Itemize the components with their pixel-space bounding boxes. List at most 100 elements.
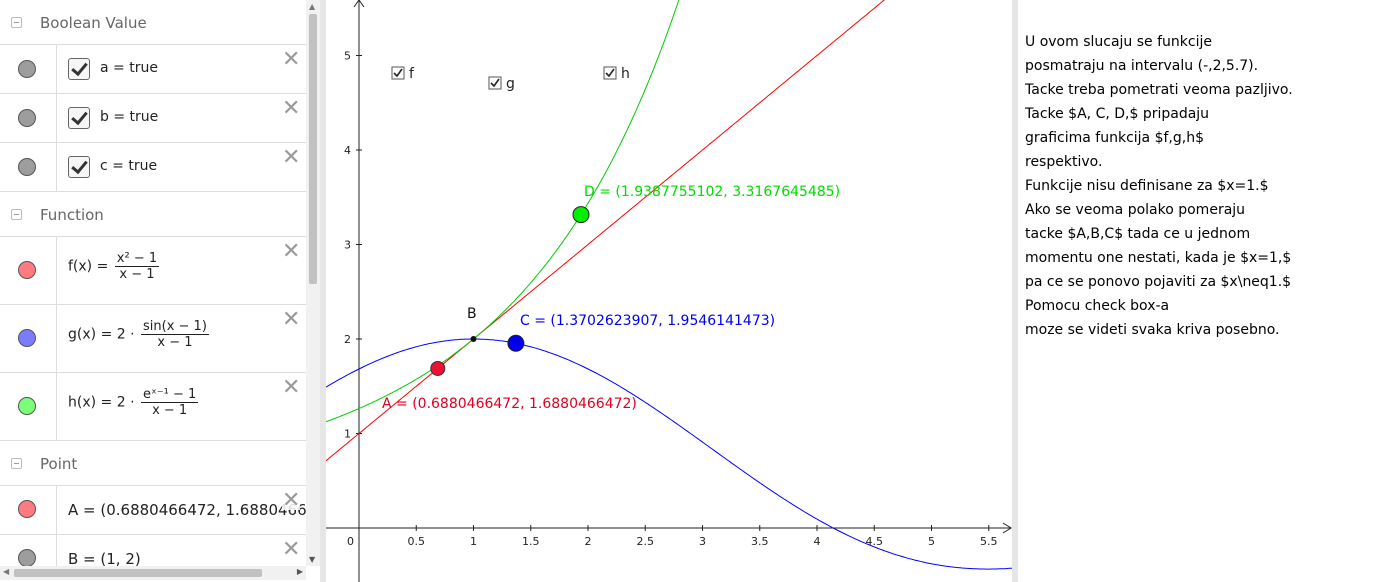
view-splitter[interactable]: [1012, 0, 1018, 582]
group-point[interactable]: Point: [0, 441, 306, 486]
text-line: graficima funkcija $f,g,h$: [1025, 130, 1204, 146]
group-boolean[interactable]: Boolean Value: [0, 0, 306, 45]
scroll-thumb[interactable]: [14, 569, 262, 577]
text-line: respektivo.: [1025, 154, 1103, 170]
point-C[interactable]: [507, 334, 525, 352]
point-A[interactable]: [430, 360, 446, 376]
x-tick-label: 5: [928, 535, 935, 548]
text-line: Ako se veoma polako pomeraju: [1025, 202, 1246, 218]
checkbox-b[interactable]: [68, 107, 90, 129]
delete-icon[interactable]: ✕: [282, 47, 301, 72]
curve-g[interactable]: [326, 338, 1012, 570]
points: [430, 206, 590, 376]
text-line: Pomocu check box-a: [1025, 298, 1170, 314]
point-B: B = (1, 2): [68, 550, 141, 566]
collapse-icon[interactable]: [11, 458, 22, 469]
delete-icon[interactable]: ✕: [282, 307, 301, 332]
x-tick-label: 2.5: [637, 535, 655, 548]
point-B[interactable]: [470, 336, 477, 342]
point-D[interactable]: [572, 206, 590, 224]
algebra-item-b[interactable]: b = true ✕: [0, 94, 306, 143]
x-tick-label: 0: [347, 535, 354, 548]
x-tick-label: 1: [470, 535, 477, 548]
algebra-item-A[interactable]: A = (0.6880466472, 1.6880466472) ✕: [0, 486, 306, 535]
delete-icon[interactable]: ✕: [282, 239, 301, 264]
graphics-view[interactable]: 0 0.5 1 1.5 2 2.5 3 3.5 4 4.5 5 5.5 1 2 3 4 5 A = (0.688…: [326, 0, 1012, 582]
text-line: pa ce se ponovo pojaviti za $x\neq1.$: [1025, 274, 1292, 290]
scroll-left-icon[interactable]: ◀: [3, 567, 10, 576]
boolean-label: c = true: [100, 158, 158, 174]
y-tick-label: 5: [344, 50, 351, 63]
checkbox-g[interactable]: g: [488, 76, 515, 92]
function-g: g(x) = 2 · sin(x − 1) x − 1: [68, 319, 209, 350]
boolean-label: a = true: [100, 60, 158, 76]
scroll-thumb[interactable]: [309, 14, 317, 284]
scroll-down-icon[interactable]: ▼: [309, 555, 316, 564]
visibility-toggle[interactable]: [18, 329, 36, 347]
checkbox-h[interactable]: h: [603, 66, 630, 82]
text-line: momentu one nestati, kada je $x=1,$: [1025, 250, 1292, 266]
delete-icon[interactable]: ✕: [282, 145, 301, 170]
y-axis-arrow: [353, 0, 365, 8]
delete-icon[interactable]: ✕: [282, 96, 301, 121]
checkbox-a[interactable]: [68, 58, 90, 80]
text-panel: U ovom slucaju se funkcije posmatraju na …: [1018, 0, 1382, 582]
algebra-item-a[interactable]: a = true ✕: [0, 45, 306, 94]
text-line: U ovom slucaju se funkcije: [1025, 34, 1212, 50]
delete-icon[interactable]: ✕: [282, 488, 301, 513]
visibility-toggle[interactable]: [18, 397, 36, 415]
text-line: tacke $A,B,C$ tada ce u jednom: [1025, 226, 1251, 242]
svg-text:h: h: [621, 66, 630, 82]
visibility-toggle[interactable]: [18, 158, 36, 176]
x-tick-label: 4.5: [866, 535, 884, 548]
text-line: Funkcije nisu definisane za $x=1.$: [1025, 178, 1269, 194]
collapse-icon[interactable]: [11, 17, 22, 28]
group-title: Boolean Value: [40, 14, 147, 32]
x-tick-label: 0.5: [408, 535, 426, 548]
delete-icon[interactable]: ✕: [282, 375, 301, 400]
algebra-item-B[interactable]: B = (1, 2) ✕: [0, 535, 306, 566]
algebra-item-c[interactable]: c = true ✕: [0, 143, 306, 192]
curve-f[interactable]: [326, 0, 944, 462]
visibility-toggle[interactable]: [18, 549, 36, 566]
axes: 0 0.5 1 1.5 2 2.5 3 3.5 4 4.5 5 5.5 1 2 3 4 5: [326, 0, 1012, 582]
scroll-right-icon[interactable]: ▶: [296, 567, 303, 576]
checkbox-f[interactable]: f: [391, 66, 415, 82]
label-A: A = (0.6880466472, 1.6880466472): [382, 396, 637, 412]
label-D: D = (1.9387755102, 3.3167645485): [584, 184, 840, 200]
graph-canvas[interactable]: 0 0.5 1 1.5 2 2.5 3 3.5 4 4.5 5 5.5 1 2 3 4 5 A = (0.688…: [326, 0, 1012, 582]
text-line: Tacke treba pometrati veoma pazljivo.: [1025, 82, 1293, 98]
y-tick-label: 4: [344, 144, 351, 157]
curve-h[interactable]: [326, 0, 694, 423]
label-C: C = (1.3702623907, 1.9546141473): [520, 313, 775, 329]
curves: [326, 0, 1012, 570]
visibility-toggle[interactable]: [18, 109, 36, 127]
checkbox-c[interactable]: [68, 156, 90, 178]
collapse-icon[interactable]: [11, 209, 22, 220]
label-B: B: [467, 306, 477, 322]
x-tick-label: 1.5: [522, 535, 540, 548]
group-title: Function: [40, 206, 104, 224]
svg-text:g: g: [506, 76, 515, 92]
visibility-toggle[interactable]: [18, 500, 36, 518]
delete-icon[interactable]: ✕: [282, 537, 301, 562]
visibility-toggle[interactable]: [18, 261, 36, 279]
algebra-item-g[interactable]: g(x) = 2 · sin(x − 1) x − 1 ✕: [0, 305, 306, 373]
visibility-toggle[interactable]: [18, 60, 36, 78]
algebra-vertical-scrollbar[interactable]: ▲ ▼: [306, 0, 320, 566]
view-splitter[interactable]: [320, 0, 326, 582]
boolean-label: b = true: [100, 109, 159, 125]
group-function[interactable]: Function: [0, 192, 306, 237]
x-tick-label: 5.5: [980, 535, 998, 548]
svg-text:f: f: [409, 66, 415, 82]
graph-checkboxes: f g h: [391, 66, 630, 92]
y-tick-label: 3: [344, 239, 351, 252]
scroll-up-icon[interactable]: ▲: [309, 2, 316, 11]
algebra-horizontal-scrollbar[interactable]: ◀ ▶: [0, 566, 306, 580]
x-tick-label: 3.5: [751, 535, 769, 548]
text-line: posmatraju na intervalu (-,2,5.7).: [1025, 58, 1259, 74]
